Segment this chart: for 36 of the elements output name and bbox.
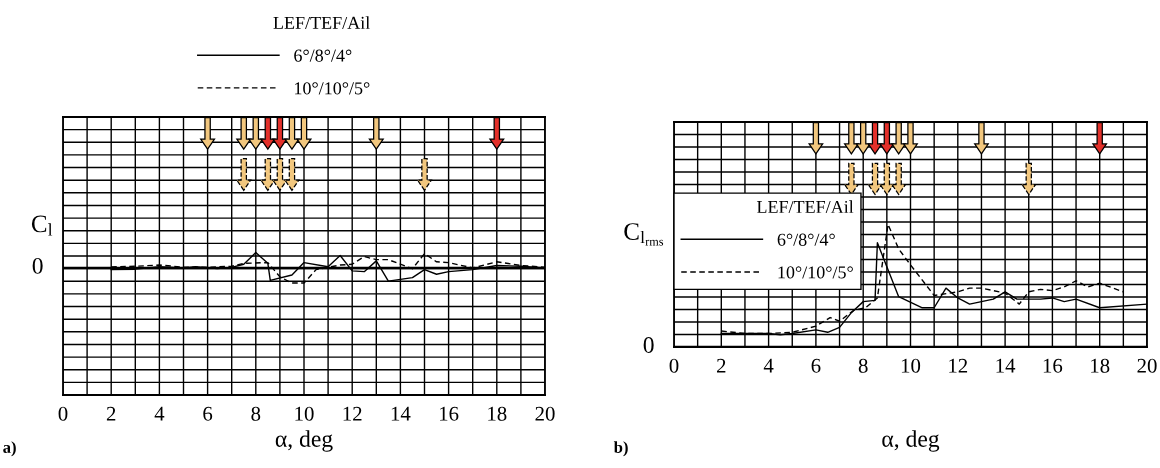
- text: 0: [643, 336, 654, 353]
- text: 0: [32, 257, 43, 274]
- x-tick-label: 2: [717, 358, 726, 373]
- x-tick-label: 20: [1137, 358, 1157, 373]
- x-tick-label: 12: [343, 406, 362, 421]
- x-tick-label: 14: [996, 358, 1016, 373]
- text: b): [613, 441, 628, 457]
- x-tick-label: 12: [949, 358, 968, 373]
- x-axis-title: α, deg: [882, 430, 940, 452]
- x-tick-label: 6: [811, 358, 821, 373]
- x-tick-label: 10: [295, 406, 314, 421]
- x-tick-label: 14: [391, 406, 411, 421]
- legend-title: LEF/TEF/Ail: [273, 16, 370, 29]
- legend-label: 10°/10°/5°: [778, 266, 853, 279]
- x-tick-label: 16: [1043, 358, 1063, 373]
- x-tick-label: 6: [203, 406, 213, 421]
- x-tick-label: 0: [669, 358, 679, 373]
- y-axis-title: C$_{lrms}$: [624, 223, 664, 246]
- x-tick-label: 20: [535, 406, 555, 421]
- x-tick-label: 4: [154, 406, 165, 421]
- x-tick-label: 16: [440, 406, 459, 421]
- x-tick-label: 8: [251, 406, 261, 421]
- x-tick-label: 18: [488, 406, 507, 421]
- x-tick-label: 8: [858, 358, 868, 373]
- x-axis-title: α, deg: [275, 430, 333, 452]
- y-axis-title: C$_{l}$: [31, 215, 53, 236]
- legend-label: 6°/8°/4°: [294, 49, 352, 62]
- x-tick-label: 10: [901, 358, 921, 373]
- text: a): [3, 441, 16, 457]
- x-tick-label: 18: [1091, 358, 1110, 373]
- legend-label: 6°/8°/4°: [777, 233, 835, 246]
- legend-label: 10°/10°/5°: [295, 82, 370, 95]
- x-tick-label: 2: [106, 406, 116, 421]
- x-tick-label: 4: [763, 358, 774, 373]
- x-tick-label: 0: [58, 406, 68, 421]
- legend-title: LEF/TEF/Ail: [756, 200, 854, 214]
